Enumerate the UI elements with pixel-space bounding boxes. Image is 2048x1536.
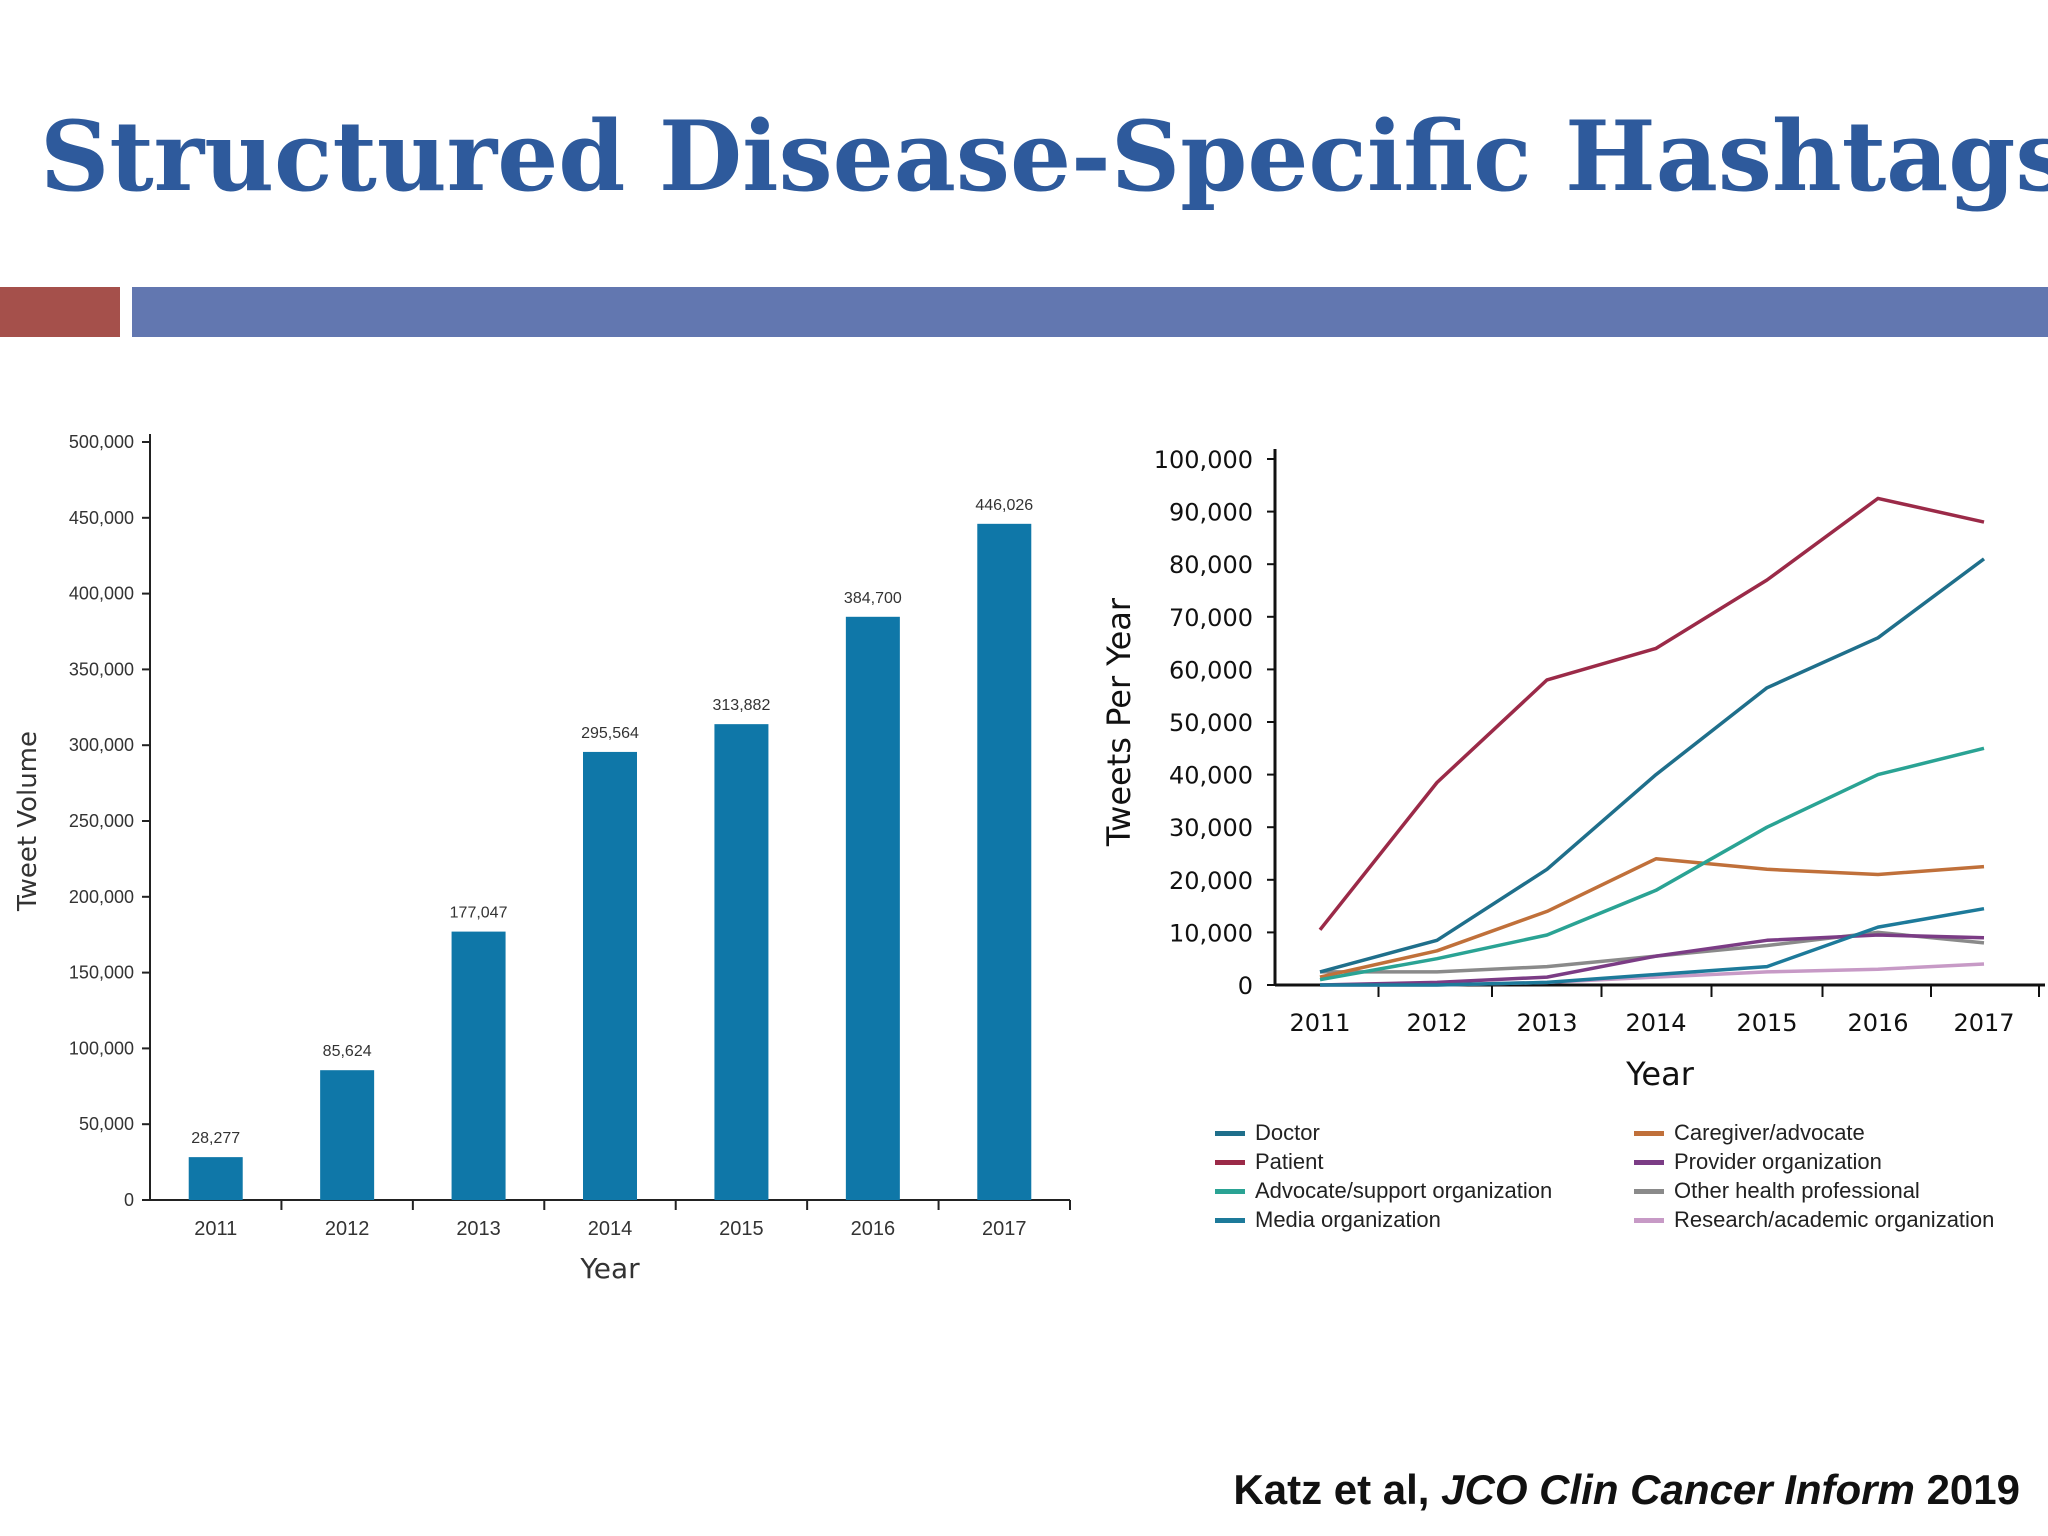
line-y-tick-label: 100,000 [1154,446,1253,474]
bar-y-tick-label: 250,000 [69,811,134,831]
line-y-tick-label: 80,000 [1169,551,1253,579]
line-x-tick-label: 2012 [1406,1009,1467,1037]
bar-value-label: 384,700 [844,590,902,607]
bar-chart: 0 50,000 100,000 150,000 200,000 250,000 300,0… [13,432,1071,1285]
legend-swatch [1634,1188,1664,1194]
legend-label: Patient [1255,1149,1324,1174]
legend-label: Provider organization [1674,1149,1882,1174]
citation-journal: JCO Clin Cancer Inform [1441,1466,1915,1513]
legend-label: Other health professional [1674,1178,1920,1203]
legend-swatch [1215,1130,1245,1136]
line-y-tick-label: 90,000 [1169,499,1253,527]
legend-item-patient: Patient [1215,1149,1324,1175]
bar-y-tick-label: 100,000 [69,1038,134,1058]
bar-value-label: 85,624 [323,1043,372,1060]
series-line-media-organization [1320,906,1985,987]
legend-swatch [1634,1130,1664,1136]
bar-value-label: 295,564 [581,725,639,742]
bar-y-tick-label: 500,000 [69,432,134,452]
legend-swatch [1634,1159,1664,1165]
bar-y-tick-label: 50,000 [79,1114,134,1134]
legend-label: Caregiver/advocate [1674,1120,1865,1145]
legend-item-caregiver-advocate: Caregiver/advocate [1634,1120,1865,1146]
legend-label: Media organization [1255,1207,1441,1232]
bar-value-label: 313,882 [713,697,771,714]
bar-y-tick-label: 300,000 [69,735,134,755]
bar-value-label: 177,047 [450,905,508,922]
legend-label: Doctor [1255,1120,1320,1145]
citation: Katz et al, JCO Clin Cancer Inform 2019 [1233,1466,2020,1514]
bar-value-label: 28,277 [191,1130,240,1147]
bar-x-tick-label: 2013 [456,1218,501,1240]
bar-x-tick-label: 2012 [325,1218,370,1240]
accent-bar-left [0,287,120,337]
line-x-tick-label: 2016 [1847,1009,1908,1037]
line-y-axis-title: Tweets Per Year [1100,597,1138,847]
bar-x-tick-label: 2017 [982,1218,1027,1240]
legend-item-advocate-support-organization: Advocate/support organization [1215,1178,1552,1204]
line-chart: 0 10,000 20,000 30,000 40,000 50,000 60,000 70,… [1100,446,2045,1093]
line-y-tick-label: 60,000 [1169,656,1253,684]
line-x-tick-label: 2017 [1953,1009,2014,1037]
line-y-tick-label: 70,000 [1169,604,1253,632]
bar-x-axis-title: Year [579,1252,640,1285]
line-y-tick-label: 40,000 [1169,762,1253,790]
series-line-doctor [1319,557,1986,974]
bar-x-tick-label: 2011 [194,1218,237,1240]
legend-item-media-organization: Media organization [1215,1207,1441,1233]
bar-y-axis-title: Tweet Volume [13,731,43,912]
series-line-patient [1318,496,1985,931]
legend-item-research-academic-organization: Research/academic organization [1634,1207,1994,1233]
line-x-axis-title: Year [1625,1055,1695,1093]
bar-2014 [583,751,637,1200]
line-y-tick-label: 0 [1238,972,1253,1000]
bar-2017 [977,523,1032,1200]
series-line-provider-organization [1319,933,1985,987]
legend-swatch [1634,1217,1664,1223]
line-x-tick-label: 2011 [1289,1009,1350,1037]
legend-label: Advocate/support organization [1255,1178,1553,1203]
bar-x-tick-label: 2016 [851,1218,896,1240]
bar-y-tick-label: 450,000 [69,508,134,528]
legend-item-provider-organization: Provider organization [1634,1149,1882,1175]
line-x-tick-label: 2014 [1625,1009,1686,1037]
bar-2016 [845,616,900,1200]
line-y-tick-label: 50,000 [1169,709,1253,737]
legend-item-doctor: Doctor [1215,1120,1320,1146]
line-x-tick-label: 2013 [1516,1009,1577,1037]
bar-2012 [320,1070,375,1200]
bar-y-tick-label: 350,000 [69,659,134,679]
bar-y-tick-label: 150,000 [69,963,134,983]
bar-y-tick-label: 400,000 [69,584,134,604]
accent-bar-right [132,287,2048,337]
citation-year: 2019 [1926,1466,2020,1513]
bar-2013 [451,931,506,1200]
line-y-tick-label: 30,000 [1169,814,1253,842]
line-x-tick-label: 2015 [1736,1009,1797,1037]
bar-y-tick-label: 0 [124,1190,134,1210]
slide-title: Structured Disease-Specific Hashtags [40,100,2048,213]
legend-item-other-health-professional: Other health professional [1634,1178,1920,1204]
bar-2011 [188,1157,243,1200]
bar-y-tick-label: 200,000 [69,887,134,907]
series-line-advocate-support-organization [1319,746,1985,982]
legend-swatch [1215,1217,1245,1223]
bar-2015 [714,724,769,1200]
bar-x-tick-label: 2015 [719,1218,764,1240]
line-y-tick-label: 20,000 [1169,867,1253,895]
legend-label: Research/academic organization [1674,1207,1995,1232]
series-line-other-health-professional [1320,930,1985,974]
bar-value-label: 446,026 [975,497,1033,514]
line-y-tick-label: 10,000 [1169,919,1253,947]
citation-authors: Katz et al, [1233,1466,1430,1513]
bar-x-tick-label: 2014 [588,1218,633,1240]
series-line-caregiver-advocate [1319,857,1985,979]
legend-swatch [1215,1188,1245,1194]
legend-swatch [1215,1159,1245,1165]
